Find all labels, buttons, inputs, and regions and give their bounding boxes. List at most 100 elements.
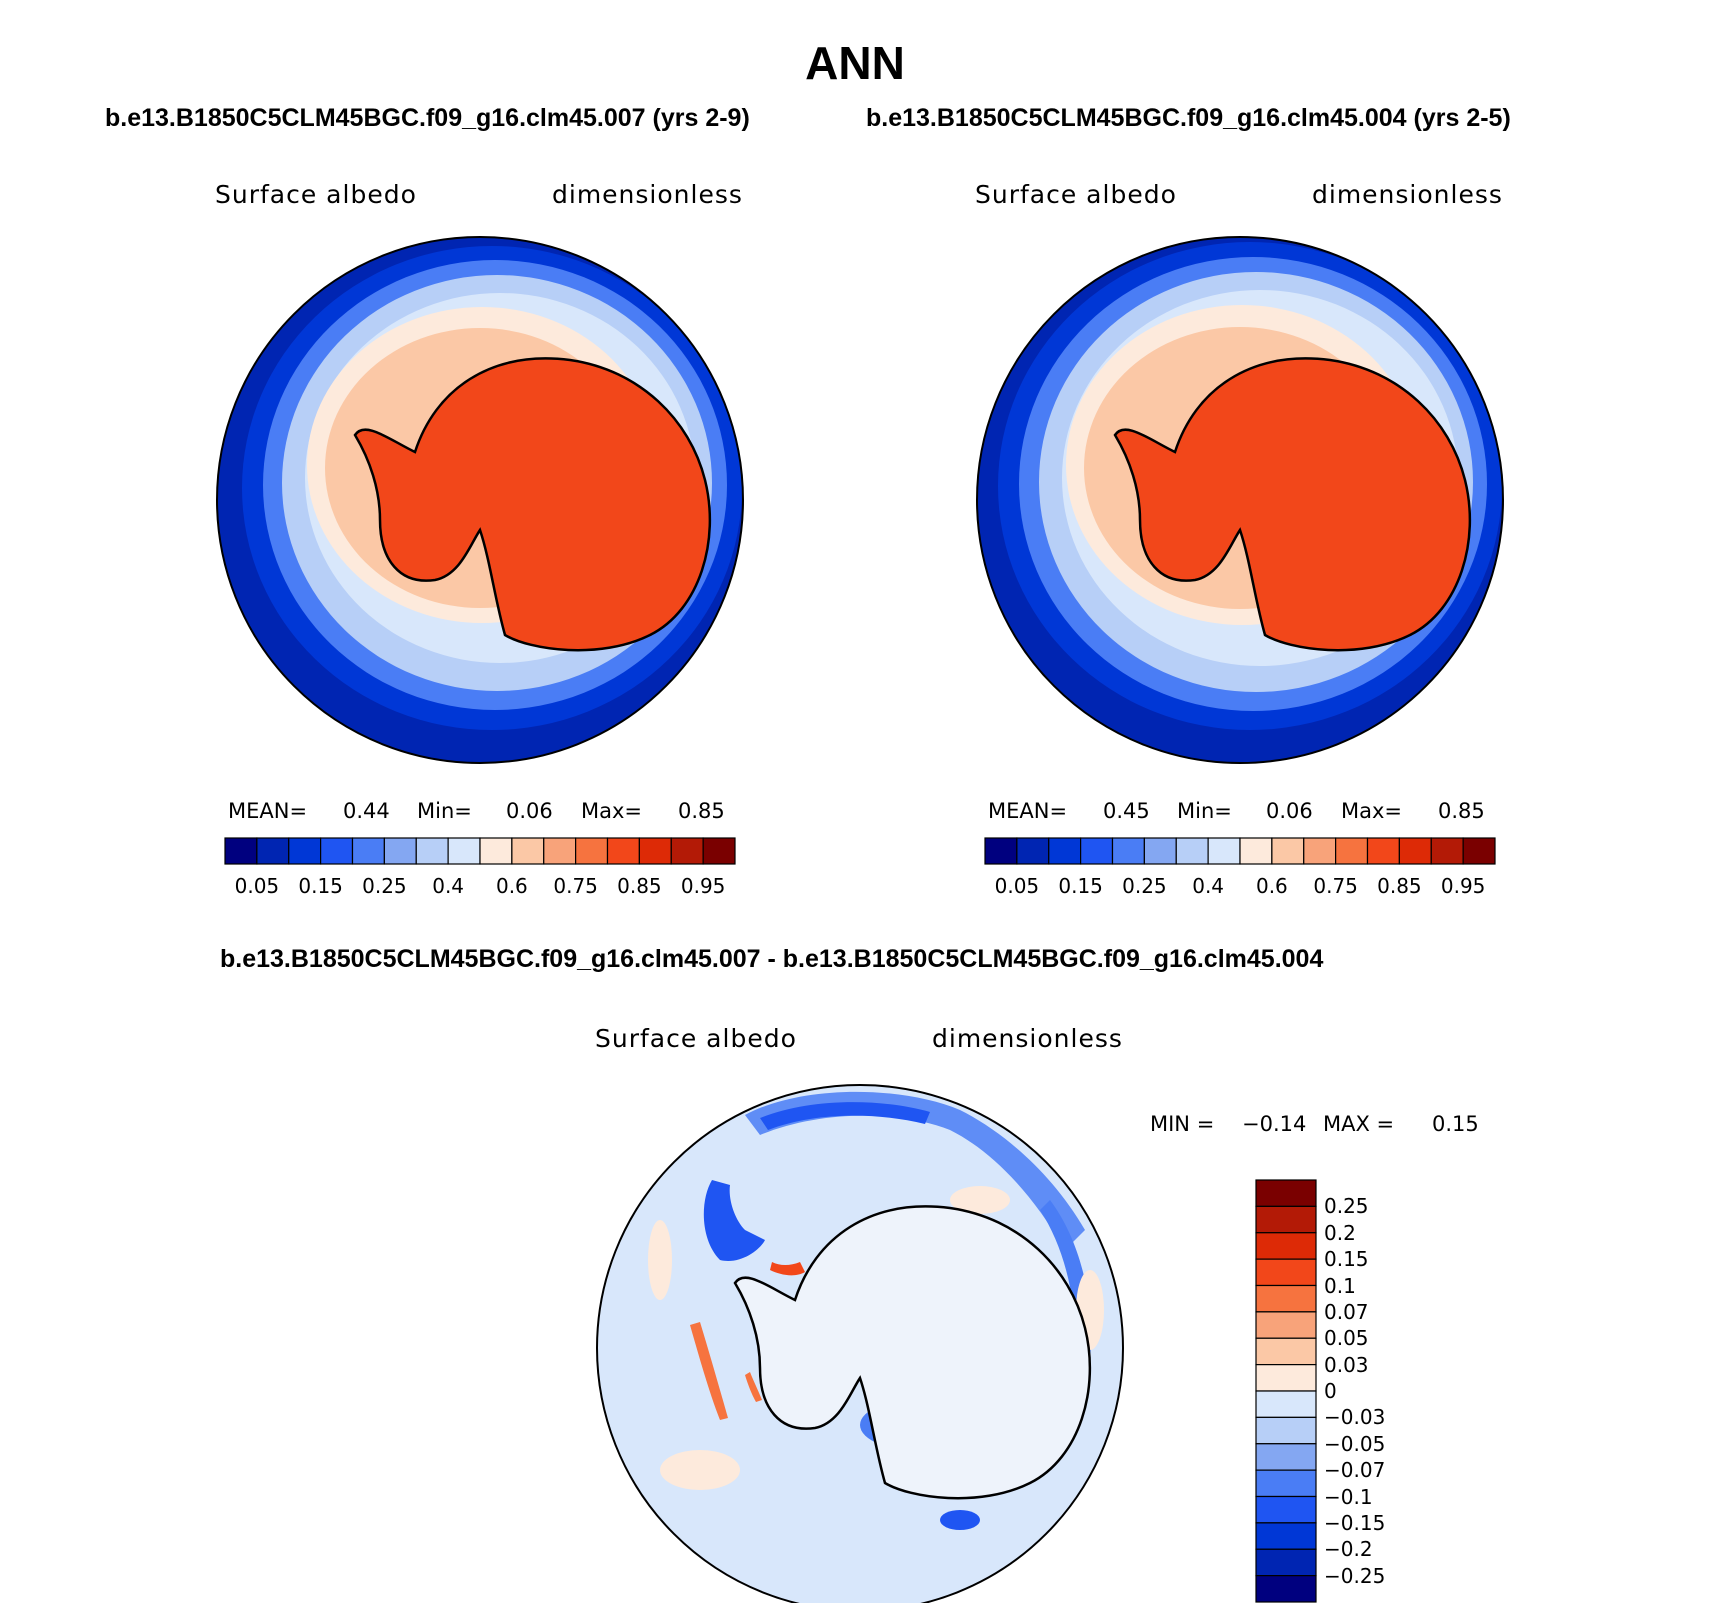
panel2-colorbar-swatch — [1335, 837, 1369, 865]
diff-max-value: 0.15 — [1432, 1112, 1479, 1136]
panel2-colorbar-swatch — [1175, 837, 1209, 865]
panel2-units-label: dimensionless — [1312, 180, 1503, 209]
panel2-colorbar-tick-label: 0.15 — [1058, 874, 1103, 898]
panel1-colorbar-tick-label: 0.4 — [432, 874, 465, 898]
difference-colorbar-tick-label: −0.2 — [1324, 1537, 1373, 1562]
panel1-colorbar-swatch — [479, 837, 513, 865]
panel1-max-value: 0.85 — [678, 799, 725, 823]
panel2-colorbar-swatch — [1239, 837, 1273, 865]
panel2-max-label: Max= — [1341, 799, 1403, 823]
difference-colorbar-swatch — [1255, 1258, 1317, 1287]
panel2-colorbar-swatch — [1462, 837, 1496, 865]
panel1-colorbar-swatch — [543, 837, 577, 865]
panel1-colorbar-tick-label: 0.15 — [298, 874, 343, 898]
panel1-mean-label: MEAN= — [228, 799, 308, 823]
panel2-min-label: Min= — [1177, 799, 1232, 823]
diff-min-label: MIN = — [1150, 1112, 1215, 1136]
panel2-mean-value: 0.45 — [1103, 799, 1150, 823]
difference-colorbar-tick-label: 0.03 — [1324, 1352, 1369, 1377]
difference-colorbar-swatch — [1255, 1548, 1317, 1577]
panel2-mean-label: MEAN= — [988, 799, 1068, 823]
panel1-colorbar-tick-label: 0.85 — [617, 874, 662, 898]
panel1-colorbar-swatch — [447, 837, 481, 865]
panel1-colorbar-swatch — [511, 837, 545, 865]
difference-colorbar-swatch — [1255, 1390, 1317, 1418]
difference-colorbar-swatch — [1255, 1575, 1317, 1603]
panel2-colorbar-tick-label: 0.4 — [1192, 874, 1225, 898]
panel1-variable-label: Surface albedo — [215, 180, 417, 209]
panel2-min-value: 0.06 — [1266, 799, 1313, 823]
panel1-colorbar-swatch — [575, 837, 609, 865]
panel1-colorbar-swatch — [224, 837, 258, 865]
difference-colorbar-swatch — [1255, 1205, 1317, 1234]
panel2-colorbar-swatch — [1398, 837, 1432, 865]
panel1-colorbar-swatch — [320, 837, 354, 865]
panel2-colorbar-tick-label: 0.05 — [994, 874, 1040, 898]
panel2-colorbar-swatch — [1303, 837, 1337, 865]
difference-colorbar-tick-label: 0.25 — [1324, 1194, 1369, 1219]
main-title: ANN — [805, 37, 905, 89]
panel2-colorbar-swatch — [1366, 837, 1400, 865]
difference-colorbar-tick-label: −0.05 — [1324, 1431, 1386, 1456]
diff-max-label: MAX = — [1323, 1112, 1395, 1136]
difference-colorbar-swatch — [1255, 1284, 1317, 1313]
panel2-colorbar-swatch — [1143, 837, 1177, 865]
panel1-colorbar-swatch — [351, 837, 385, 865]
panel1-colorbar-swatch — [415, 837, 449, 865]
difference-polar-map — [596, 1084, 1124, 1603]
difference-colorbar-swatch — [1255, 1337, 1317, 1366]
panel1-colorbar — [224, 837, 736, 865]
panel2-colorbar-swatch — [1430, 837, 1464, 865]
panel1-colorbar-swatch — [702, 837, 736, 865]
difference-caption: b.e13.B1850C5CLM45BGC.f09_g16.clm45.007 … — [220, 945, 1324, 973]
panel2-max-value: 0.85 — [1438, 799, 1485, 823]
panel1-colorbar-tick-label: 0.05 — [234, 874, 280, 898]
panel1-colorbar-swatch — [670, 837, 704, 865]
difference-colorbar-tick-label: −0.03 — [1324, 1405, 1386, 1430]
difference-colorbar-tick-label: 0.1 — [1324, 1273, 1356, 1298]
panel1-min-value: 0.06 — [506, 799, 553, 823]
panel2-colorbar-tick-label: 0.6 — [1255, 874, 1288, 898]
panel2-colorbar-swatch — [1207, 837, 1241, 865]
panel2-colorbar-tick-label: 0.95 — [1440, 874, 1486, 898]
panel2-colorbar-swatch — [1048, 837, 1082, 865]
panel2-colorbar-tick-label: 0.25 — [1122, 874, 1167, 898]
panel1-colorbar-swatch — [606, 837, 640, 865]
difference-colorbar-swatch — [1255, 1469, 1317, 1498]
difference-colorbar — [1255, 1179, 1317, 1603]
panel1-polar-map — [216, 236, 744, 764]
difference-colorbar-tick-label: 0.2 — [1324, 1220, 1356, 1245]
difference-colorbar-tick-label: −0.1 — [1324, 1484, 1373, 1509]
difference-colorbar-tick-label: 0.05 — [1324, 1326, 1369, 1351]
difference-colorbar-swatch — [1255, 1522, 1317, 1550]
panel2-colorbar-swatch — [1111, 837, 1145, 865]
difference-colorbar-tick-label: −0.15 — [1324, 1510, 1386, 1535]
panel1-colorbar-swatch — [256, 837, 290, 865]
panel1-mean-value: 0.44 — [343, 799, 390, 823]
panel1-units-label: dimensionless — [552, 180, 743, 209]
diff-min-value: −0.14 — [1242, 1112, 1307, 1136]
panel2-colorbar-swatch — [984, 837, 1018, 865]
difference-colorbar-tick-label: 0.15 — [1324, 1247, 1369, 1272]
panel1-colorbar-tick-label: 0.75 — [553, 874, 598, 898]
panel1-max-label: Max= — [581, 799, 643, 823]
difference-colorbar-swatch — [1255, 1443, 1317, 1471]
right-run-caption: b.e13.B1850C5CLM45BGC.f09_g16.clm45.004 … — [866, 104, 1511, 132]
panel2-colorbar-tick-label: 0.75 — [1313, 874, 1358, 898]
difference-colorbar-tick-label: −0.07 — [1324, 1458, 1386, 1483]
panel2-variable-label: Surface albedo — [975, 180, 1177, 209]
diff-units-label: dimensionless — [932, 1024, 1123, 1053]
difference-colorbar-swatch — [1255, 1232, 1317, 1260]
panel1-colorbar-swatch — [288, 837, 322, 865]
panel1-colorbar-swatch — [383, 837, 417, 865]
panel2-colorbar-swatch — [1271, 837, 1305, 865]
panel1-colorbar-tick-label: 0.95 — [680, 874, 726, 898]
difference-colorbar-swatch — [1255, 1416, 1317, 1445]
panel1-colorbar-swatch — [638, 837, 672, 865]
difference-colorbar-swatch — [1255, 1311, 1317, 1339]
left-run-caption: b.e13.B1850C5CLM45BGC.f09_g16.clm45.007 … — [105, 104, 750, 132]
panel2-colorbar — [984, 837, 1496, 865]
difference-colorbar-swatch — [1255, 1364, 1317, 1392]
difference-colorbar-tick-label: 0.07 — [1324, 1299, 1369, 1324]
panel2-colorbar-swatch — [1016, 837, 1050, 865]
